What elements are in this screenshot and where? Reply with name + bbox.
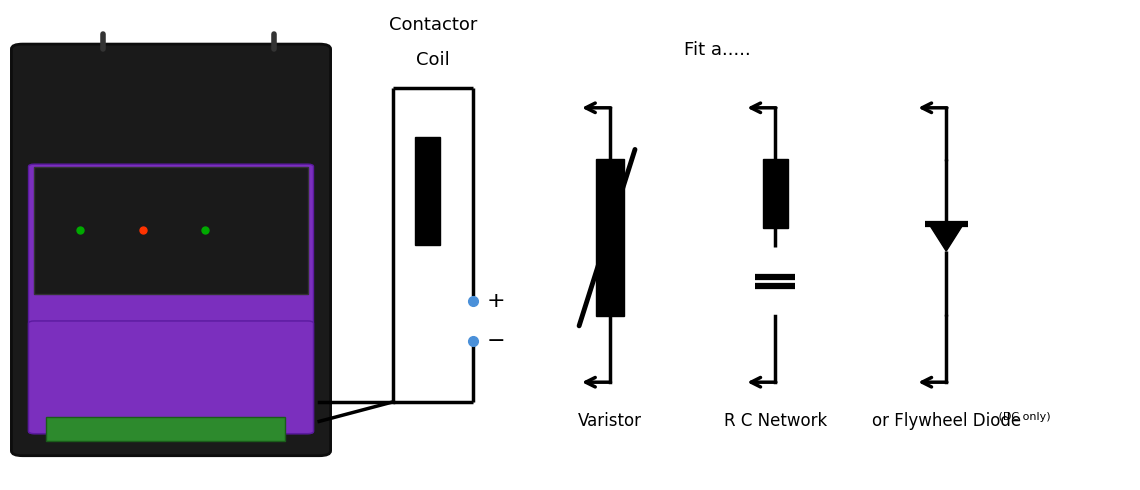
FancyBboxPatch shape xyxy=(28,321,314,434)
Text: or Flywheel Diode: or Flywheel Diode xyxy=(872,412,1020,430)
Bar xyxy=(46,416,285,441)
Bar xyxy=(763,159,788,228)
Text: Fit a.....: Fit a..... xyxy=(684,41,751,59)
FancyBboxPatch shape xyxy=(11,44,331,456)
Bar xyxy=(596,159,624,316)
Text: +: + xyxy=(487,292,505,311)
Polygon shape xyxy=(929,224,963,251)
FancyBboxPatch shape xyxy=(28,164,314,434)
Text: Coil: Coil xyxy=(416,50,450,69)
Text: −: − xyxy=(487,331,505,350)
Text: Contactor: Contactor xyxy=(389,16,478,34)
Text: R C Network: R C Network xyxy=(724,412,826,430)
Bar xyxy=(34,167,308,294)
Text: (DC only): (DC only) xyxy=(995,412,1050,421)
Text: Varistor: Varistor xyxy=(578,412,642,430)
Bar xyxy=(415,137,440,245)
